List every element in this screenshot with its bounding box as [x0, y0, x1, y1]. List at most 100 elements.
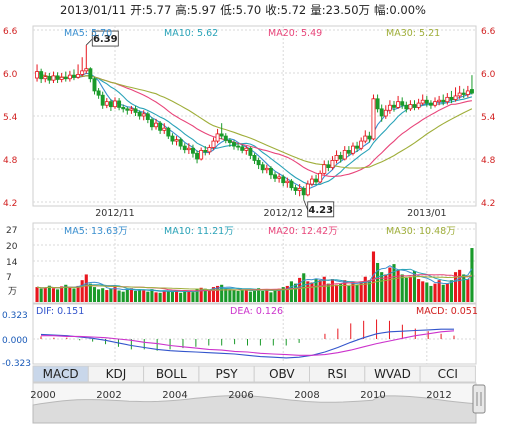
candle-body [100, 94, 105, 106]
tab-macd[interactable]: MACD [32, 365, 89, 383]
ma10-line [36, 71, 473, 186]
close-label: 收: [265, 3, 280, 17]
volume-bar [138, 290, 142, 302]
price-y-tick-left: 4.8 [3, 156, 18, 166]
volume-bar [371, 251, 376, 302]
volume-bar [191, 292, 195, 302]
candle [375, 94, 380, 113]
candle [449, 90, 454, 104]
volume-bar [84, 274, 88, 302]
candle [359, 137, 364, 151]
candle-body [396, 101, 401, 108]
candle-body [453, 95, 458, 100]
volume-bar [121, 291, 125, 302]
volume-bar [207, 290, 211, 302]
candle-body [88, 68, 93, 80]
candle-body [346, 149, 351, 154]
volume-bar [43, 287, 47, 302]
tab-boll[interactable]: BOLL [143, 365, 200, 383]
timeline-year: 2012 [426, 390, 451, 401]
candle-body [273, 174, 277, 179]
candle-body [433, 101, 437, 106]
volume-bar [199, 287, 203, 302]
volume-bar [412, 271, 417, 302]
macd-histogram [40, 319, 455, 351]
volume-bar [179, 292, 183, 302]
volume-unit: 万 [8, 287, 17, 297]
tab-label: CCI [438, 367, 458, 381]
candle-body [154, 122, 158, 128]
volume-y-tick: 7 [6, 273, 12, 283]
volume-bar [47, 285, 51, 302]
candle [190, 144, 195, 158]
candle [47, 73, 52, 84]
tab-rsi[interactable]: RSI [309, 365, 366, 383]
volume-bar [240, 290, 244, 302]
annotation-label: 6.39 [93, 34, 118, 45]
price-x-tick: 2012/12 [263, 208, 302, 219]
candle [314, 174, 319, 185]
candle [355, 141, 360, 152]
price-ma-label: MA5: 5.70 [64, 28, 112, 39]
candle-body [424, 99, 429, 104]
volume-bars [35, 248, 474, 302]
volume-bar [466, 279, 470, 302]
candle-body [420, 99, 425, 104]
price-y-tick-left: 6.0 [3, 70, 18, 80]
volume-bar [449, 280, 453, 302]
volume-bar [289, 281, 293, 302]
candle [72, 69, 76, 81]
candle-body [137, 112, 142, 117]
volume-bar [113, 287, 117, 302]
candle-body [104, 101, 109, 106]
tab-label: RSI [327, 367, 347, 381]
tab-cci[interactable]: CCI [419, 365, 476, 383]
price-y-tick-right: 4.2 [481, 199, 495, 209]
volume-bar [146, 291, 150, 302]
volume-bar [76, 285, 80, 302]
volume-bar [195, 289, 199, 302]
timeline-year: 2006 [228, 390, 253, 401]
candle [322, 160, 327, 175]
candle-body [92, 78, 97, 92]
tab-psy[interactable]: PSY [198, 365, 255, 383]
candle-body [289, 180, 294, 189]
tab-obv[interactable]: OBV [253, 365, 310, 383]
candle-body [363, 135, 368, 142]
volume-bar [392, 264, 396, 302]
candle [305, 180, 310, 197]
candle [268, 166, 273, 180]
volume-bar [400, 274, 404, 302]
tab-wvad[interactable]: WVAD [364, 365, 421, 383]
candle [51, 71, 56, 84]
candle-body [141, 113, 146, 117]
volume-bar [174, 290, 179, 302]
candle-body [72, 74, 76, 78]
tab-kdj[interactable]: KDJ [87, 365, 145, 383]
candle-body [400, 101, 405, 106]
volume-ma30-line [37, 274, 473, 291]
candle-body [359, 140, 364, 149]
candle [309, 175, 314, 187]
candle [244, 146, 249, 155]
volume-bar [224, 288, 228, 302]
price-y-axis: 6.6 6.6 6.0 6.0 5.4 5.4 4.8 4.8 4.2 4.2 [3, 27, 496, 209]
volume-bar [60, 286, 64, 302]
volume-bar [203, 288, 207, 302]
candle [35, 64, 40, 82]
candle [133, 105, 138, 116]
volume-bar [453, 272, 458, 302]
volume-y-tick: 14 [6, 258, 18, 268]
candle [174, 136, 179, 146]
timeline-scroll-handle[interactable] [472, 384, 486, 414]
candle-body [170, 135, 175, 142]
candle [141, 110, 146, 121]
volume-bar [261, 290, 265, 302]
volume-bar [80, 280, 84, 302]
candle [92, 77, 97, 95]
change-value: 0.00% [389, 3, 426, 17]
volume-bar [154, 292, 158, 302]
candle-body [351, 145, 355, 154]
price-y-tick-left: 4.2 [3, 199, 17, 209]
candle [108, 99, 113, 111]
